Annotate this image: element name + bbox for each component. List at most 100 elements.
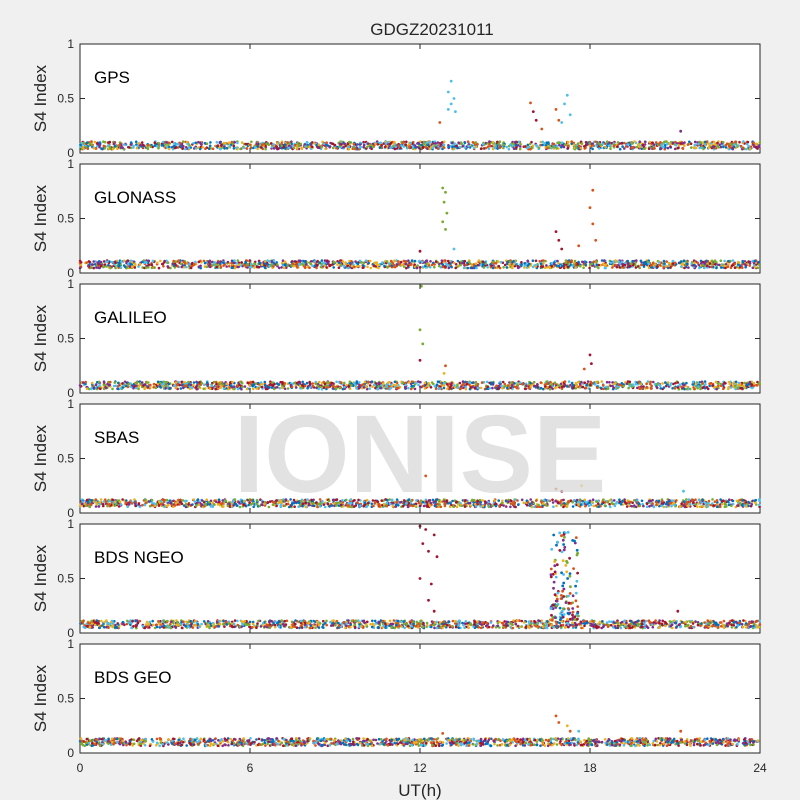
data-point xyxy=(519,145,522,148)
data-point xyxy=(304,260,307,264)
plot-area xyxy=(79,283,761,394)
data-point xyxy=(615,265,619,269)
data-point xyxy=(615,259,618,263)
data-point xyxy=(570,381,574,385)
data-point xyxy=(447,261,451,265)
data-point xyxy=(264,262,267,265)
data-point xyxy=(584,141,588,144)
data-point xyxy=(326,144,330,148)
data-point xyxy=(286,387,290,390)
data-point xyxy=(466,140,470,143)
data-point xyxy=(499,260,503,264)
data-point xyxy=(531,146,534,150)
data-point xyxy=(102,383,106,387)
data-point xyxy=(320,145,323,149)
data-point xyxy=(294,386,298,389)
data-point xyxy=(576,142,580,145)
data-point xyxy=(301,380,305,384)
data-point xyxy=(244,261,247,264)
data-points xyxy=(78,186,761,270)
data-point xyxy=(566,260,570,264)
data-point xyxy=(180,380,183,384)
data-point xyxy=(272,261,276,265)
data-point xyxy=(176,383,179,387)
data-point xyxy=(491,147,495,151)
data-point xyxy=(298,259,301,263)
data-point xyxy=(199,141,202,144)
data-point xyxy=(643,143,647,146)
data-point xyxy=(533,384,536,388)
data-point xyxy=(570,140,573,143)
data-point xyxy=(245,387,249,391)
data-point xyxy=(434,146,438,149)
data-point xyxy=(688,387,692,391)
data-point xyxy=(551,387,554,391)
data-point xyxy=(491,260,495,264)
data-point xyxy=(638,387,642,391)
data-point xyxy=(552,145,556,149)
data-point xyxy=(464,380,467,384)
data-point xyxy=(422,140,426,144)
data-point xyxy=(758,503,761,507)
data-point xyxy=(375,263,379,266)
data-point xyxy=(649,387,653,390)
data-point xyxy=(534,118,538,122)
data-point xyxy=(592,144,595,147)
data-point xyxy=(614,263,617,267)
data-point xyxy=(82,141,86,145)
data-point xyxy=(461,261,464,265)
data-point xyxy=(517,266,521,269)
data-point xyxy=(388,264,391,268)
data-point xyxy=(718,143,721,146)
data-point xyxy=(252,383,256,387)
data-point xyxy=(335,146,338,150)
data-point xyxy=(516,144,520,147)
data-point xyxy=(219,384,223,388)
data-point xyxy=(489,382,493,386)
data-point xyxy=(628,265,631,268)
data-point xyxy=(233,387,236,391)
data-point xyxy=(583,381,587,385)
data-point xyxy=(280,266,283,269)
data-point xyxy=(450,381,453,385)
data-point xyxy=(329,383,333,387)
data-point xyxy=(285,266,288,269)
data-point xyxy=(259,146,263,149)
data-point xyxy=(485,380,489,384)
data-point xyxy=(728,382,732,386)
data-point xyxy=(645,386,649,389)
data-point xyxy=(449,79,453,83)
data-point xyxy=(539,140,543,144)
data-point xyxy=(436,141,440,144)
data-point xyxy=(458,387,462,391)
data-point xyxy=(731,384,735,388)
data-point xyxy=(331,146,335,150)
data-point xyxy=(309,262,313,266)
data-point xyxy=(404,383,408,387)
data-point xyxy=(716,144,719,148)
data-point xyxy=(462,266,466,270)
data-point xyxy=(665,264,668,268)
data-point xyxy=(604,142,607,145)
data-point xyxy=(380,383,383,387)
data-point xyxy=(182,260,186,264)
data-point xyxy=(481,142,485,146)
data-point xyxy=(208,262,212,266)
data-point xyxy=(630,385,634,389)
data-point xyxy=(714,380,718,384)
data-point xyxy=(491,140,495,144)
data-point xyxy=(363,380,367,384)
data-point xyxy=(80,147,83,151)
data-point xyxy=(474,383,478,386)
data-point xyxy=(389,386,393,390)
data-point xyxy=(426,384,429,388)
data-point xyxy=(660,261,663,265)
data-point xyxy=(165,380,168,384)
plot-area xyxy=(79,163,761,274)
data-point xyxy=(493,266,497,269)
data-point xyxy=(624,145,628,148)
data-point xyxy=(696,505,699,508)
data-point xyxy=(523,387,527,391)
data-point xyxy=(328,264,331,268)
data-point xyxy=(702,147,705,151)
